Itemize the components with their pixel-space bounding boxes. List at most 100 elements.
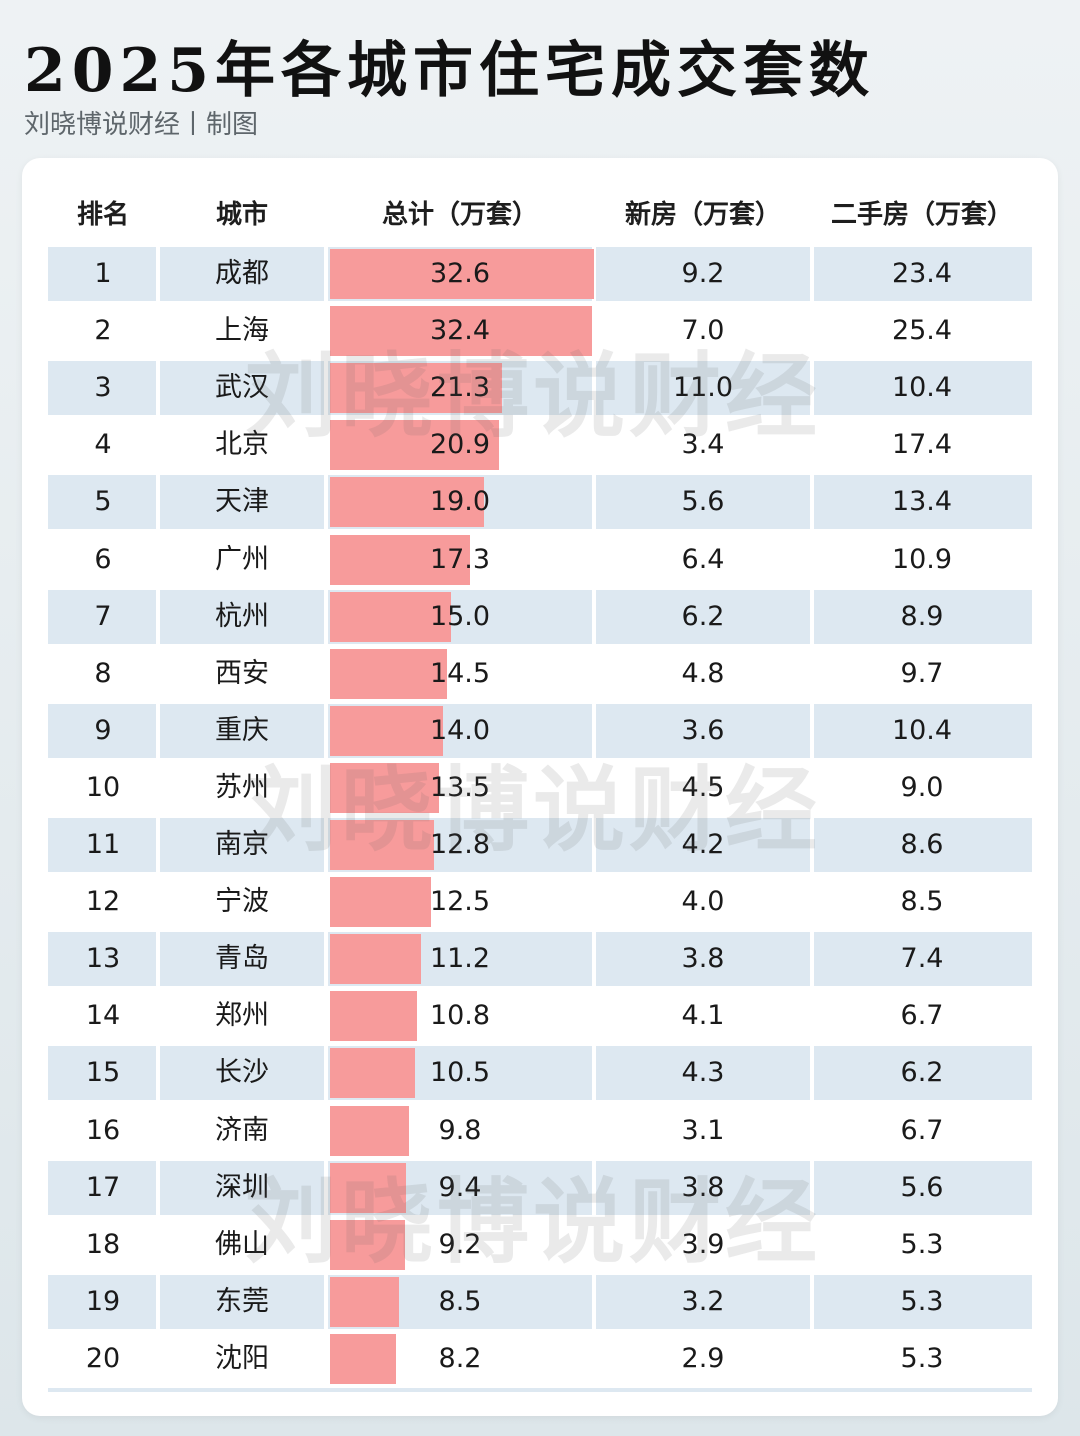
second-cell: 5.3 (900, 1228, 944, 1260)
table-row: 20 沈阳 8.2 2.9 5.3 (48, 1332, 1032, 1386)
new-cell: 2.9 (681, 1342, 725, 1374)
column-separator (592, 1274, 596, 1329)
header-city: 城市 (215, 200, 268, 230)
column-separator (156, 1160, 160, 1215)
total-cell: 14.5 (429, 657, 491, 689)
table-row: 5 天津 19.0 5.6 13.4 (48, 475, 1032, 530)
total-cell: 12.8 (429, 829, 491, 860)
column-separator (810, 703, 814, 758)
total-bar (330, 306, 593, 357)
total-bar (330, 1105, 410, 1156)
column-separator (156, 932, 160, 987)
city-cell: 成都 (215, 258, 269, 289)
second-cell: 9.7 (900, 657, 944, 689)
rank-cell: 20 (85, 1342, 121, 1374)
table-bottom-rule (48, 1388, 1032, 1392)
column-separator (324, 1274, 328, 1329)
table-card: 排名 城市 总计（万套） 新房（万套） 二手房（万套） 1 成都 32.6 9.2 23… (22, 158, 1058, 1416)
second-cell: 9.0 (900, 771, 944, 803)
total-cell: 20.9 (429, 429, 491, 461)
table-row: 11 南京 12.8 4.2 8.6 (48, 818, 1032, 872)
second-cell: 23.4 (891, 258, 953, 289)
table-row: 2 上海 32.4 7.0 25.4 (48, 304, 1032, 358)
total-bar (330, 877, 432, 928)
column-separator (810, 589, 814, 644)
total-cell: 32.4 (429, 315, 491, 347)
column-separator (810, 932, 814, 987)
city-cell: 杭州 (215, 600, 269, 632)
table-row: 14 郑州 10.8 4.1 6.7 (48, 989, 1032, 1043)
second-cell: 6.7 (900, 1114, 944, 1146)
column-separator (156, 1274, 160, 1329)
header-second: 二手房（万套） (830, 200, 1013, 230)
column-separator (156, 818, 160, 872)
header-total: 总计（万套） (381, 200, 538, 230)
total-cell: 15.0 (429, 600, 491, 632)
rank-cell: 7 (94, 600, 112, 632)
column-separator (592, 818, 596, 872)
city-cell: 重庆 (215, 714, 269, 746)
total-cell: 8.2 (438, 1342, 482, 1374)
rank-cell: 3 (94, 372, 112, 404)
city-cell: 北京 (215, 429, 269, 461)
total-bar (330, 1162, 407, 1213)
total-cell: 10.5 (429, 1057, 491, 1089)
table-row: 18 佛山 9.2 3.9 5.3 (48, 1218, 1032, 1272)
table-row: 10 苏州 13.5 4.5 9.0 (48, 761, 1032, 815)
city-cell: 济南 (215, 1114, 269, 1146)
column-separator (810, 361, 814, 416)
second-cell: 8.6 (900, 829, 944, 860)
new-cell: 4.8 (681, 657, 725, 689)
total-cell: 19.0 (429, 486, 491, 518)
column-separator (324, 1160, 328, 1215)
rank-cell: 6 (94, 543, 112, 575)
total-cell: 9.2 (438, 1228, 482, 1260)
column-separator (324, 247, 328, 301)
table-row: 8 西安 14.5 4.8 9.7 (48, 647, 1032, 701)
column-separator (324, 818, 328, 872)
column-separator (592, 703, 596, 758)
column-separator (592, 589, 596, 644)
total-cell: 10.8 (429, 1000, 491, 1032)
rank-cell: 5 (94, 486, 112, 518)
new-cell: 5.6 (681, 486, 725, 518)
second-cell: 5.3 (900, 1342, 944, 1374)
page-subtitle: 刘晓博说财经丨制图 (24, 110, 259, 140)
table-row: 16 济南 9.8 3.1 6.7 (48, 1104, 1032, 1158)
total-bar (330, 991, 418, 1042)
total-cell: 14.0 (429, 714, 491, 746)
city-cell: 上海 (215, 315, 269, 347)
city-cell: 深圳 (215, 1171, 269, 1203)
total-bar (330, 534, 471, 585)
second-cell: 8.5 (900, 886, 944, 918)
column-separator (592, 932, 596, 987)
second-cell: 25.4 (891, 315, 953, 347)
table-row: 4 北京 20.9 3.4 17.4 (48, 418, 1032, 472)
header-rank: 排名 (76, 200, 129, 230)
column-separator (810, 1160, 814, 1215)
column-separator (156, 1046, 160, 1101)
column-separator (156, 703, 160, 758)
second-cell: 5.6 (900, 1171, 944, 1203)
table-row: 7 杭州 15.0 6.2 8.9 (48, 589, 1032, 644)
total-bar (330, 591, 452, 642)
city-cell: 南京 (215, 829, 269, 860)
rank-cell: 13 (85, 943, 121, 975)
total-bar (330, 1048, 416, 1099)
total-bar (330, 1219, 405, 1270)
city-cell: 郑州 (215, 1000, 269, 1032)
new-cell: 3.9 (681, 1228, 725, 1260)
new-cell: 3.8 (681, 943, 725, 975)
total-bar (330, 363, 503, 414)
second-cell: 10.4 (891, 714, 953, 746)
second-cell: 6.7 (900, 1000, 944, 1032)
column-separator (810, 1046, 814, 1101)
city-cell: 苏州 (215, 771, 269, 803)
new-cell: 3.1 (681, 1114, 725, 1146)
total-cell: 9.8 (438, 1114, 482, 1146)
total-bar (330, 477, 484, 528)
column-separator (324, 1046, 328, 1101)
column-separator (324, 703, 328, 758)
total-bar (330, 762, 440, 813)
column-separator (156, 475, 160, 530)
